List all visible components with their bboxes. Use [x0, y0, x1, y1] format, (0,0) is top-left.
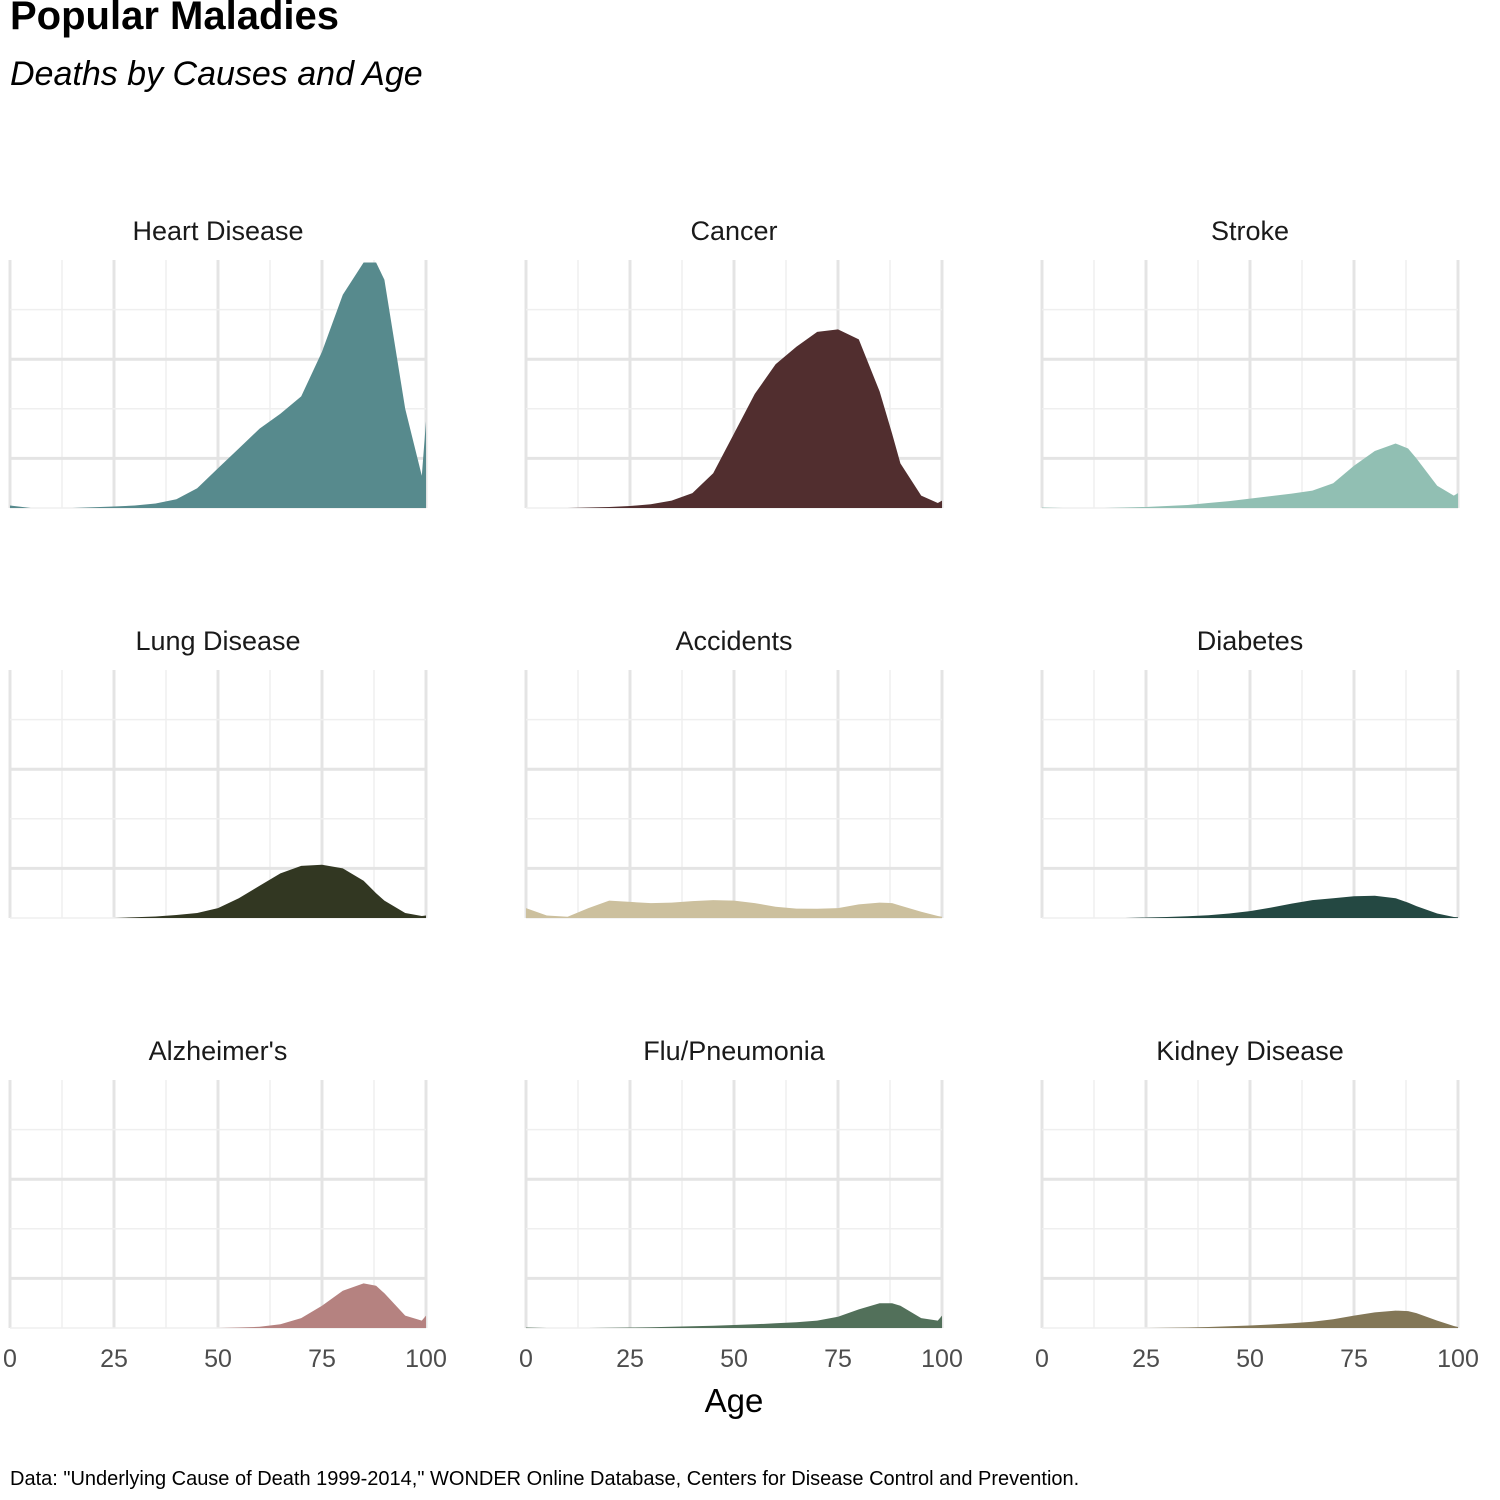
- x-tick-label: 75: [308, 1345, 336, 1373]
- chart-title: Popular Maladies: [10, 0, 339, 38]
- panel-diabetes: Diabetes: [1040, 626, 1460, 919]
- panel-alzheimer-s: Alzheimer's 0 25 50 75 100: [3, 1036, 447, 1373]
- density-area-heart-disease: [10, 262, 426, 508]
- x-tick-label: 50: [720, 1345, 748, 1373]
- x-tick-label: 100: [921, 1345, 963, 1373]
- x-axis-label: Age: [705, 1382, 764, 1419]
- x-tick-label: 25: [616, 1345, 644, 1373]
- facet-label: Diabetes: [1197, 626, 1304, 656]
- chart-subtitle: Deaths by Causes and Age: [10, 55, 423, 93]
- panel-accidents: Accidents: [524, 626, 944, 919]
- x-tick-label: 25: [1132, 1345, 1160, 1373]
- x-tick-label: 0: [1035, 1345, 1049, 1373]
- facet-label: Kidney Disease: [1156, 1036, 1344, 1066]
- data-source-caption: Data: "Underlying Cause of Death 1999-20…: [10, 1468, 1080, 1490]
- facet-label: Accidents: [675, 626, 792, 656]
- facet-label: Cancer: [690, 216, 777, 246]
- x-tick-label: 50: [1236, 1345, 1264, 1373]
- x-tick-label: 0: [519, 1345, 533, 1373]
- panel-kidney-disease: Kidney Disease 0 25 50 75 100: [1035, 1036, 1479, 1373]
- facet-label: Stroke: [1211, 216, 1289, 246]
- facet-label: Flu/Pneumonia: [643, 1036, 826, 1066]
- facet-label: Lung Disease: [135, 626, 300, 656]
- density-area-alzheimer-s: [10, 1283, 426, 1328]
- facet-label: Alzheimer's: [149, 1036, 288, 1066]
- density-area-lung-disease: [10, 864, 426, 918]
- x-tick-label: 100: [1437, 1345, 1479, 1373]
- x-tick-label: 50: [204, 1345, 232, 1373]
- panel-lung-disease: Lung Disease: [8, 626, 428, 919]
- density-area-flu-pneumonia: [526, 1303, 942, 1328]
- chart-canvas: Heart Disease Cancer Stroke Lung Disease Acc…: [3, 216, 1479, 1419]
- density-area-stroke: [1042, 443, 1458, 508]
- x-tick-label: 75: [824, 1345, 852, 1373]
- density-area-cancer: [526, 329, 942, 508]
- panel-heart-disease: Heart Disease: [8, 216, 428, 509]
- x-tick-label: 100: [405, 1345, 447, 1373]
- facet-label: Heart Disease: [132, 216, 303, 246]
- density-area-diabetes: [1042, 895, 1458, 918]
- density-area-accidents: [526, 900, 942, 918]
- panel-flu-pneumonia: Flu/Pneumonia 0 25 50 75 100: [519, 1036, 963, 1373]
- x-tick-label: 25: [100, 1345, 128, 1373]
- density-area-kidney-disease: [1042, 1310, 1458, 1328]
- x-tick-label: 75: [1340, 1345, 1368, 1373]
- x-tick-label: 0: [3, 1345, 17, 1373]
- panel-cancer: Cancer: [524, 216, 944, 509]
- panel-stroke: Stroke: [1040, 216, 1460, 509]
